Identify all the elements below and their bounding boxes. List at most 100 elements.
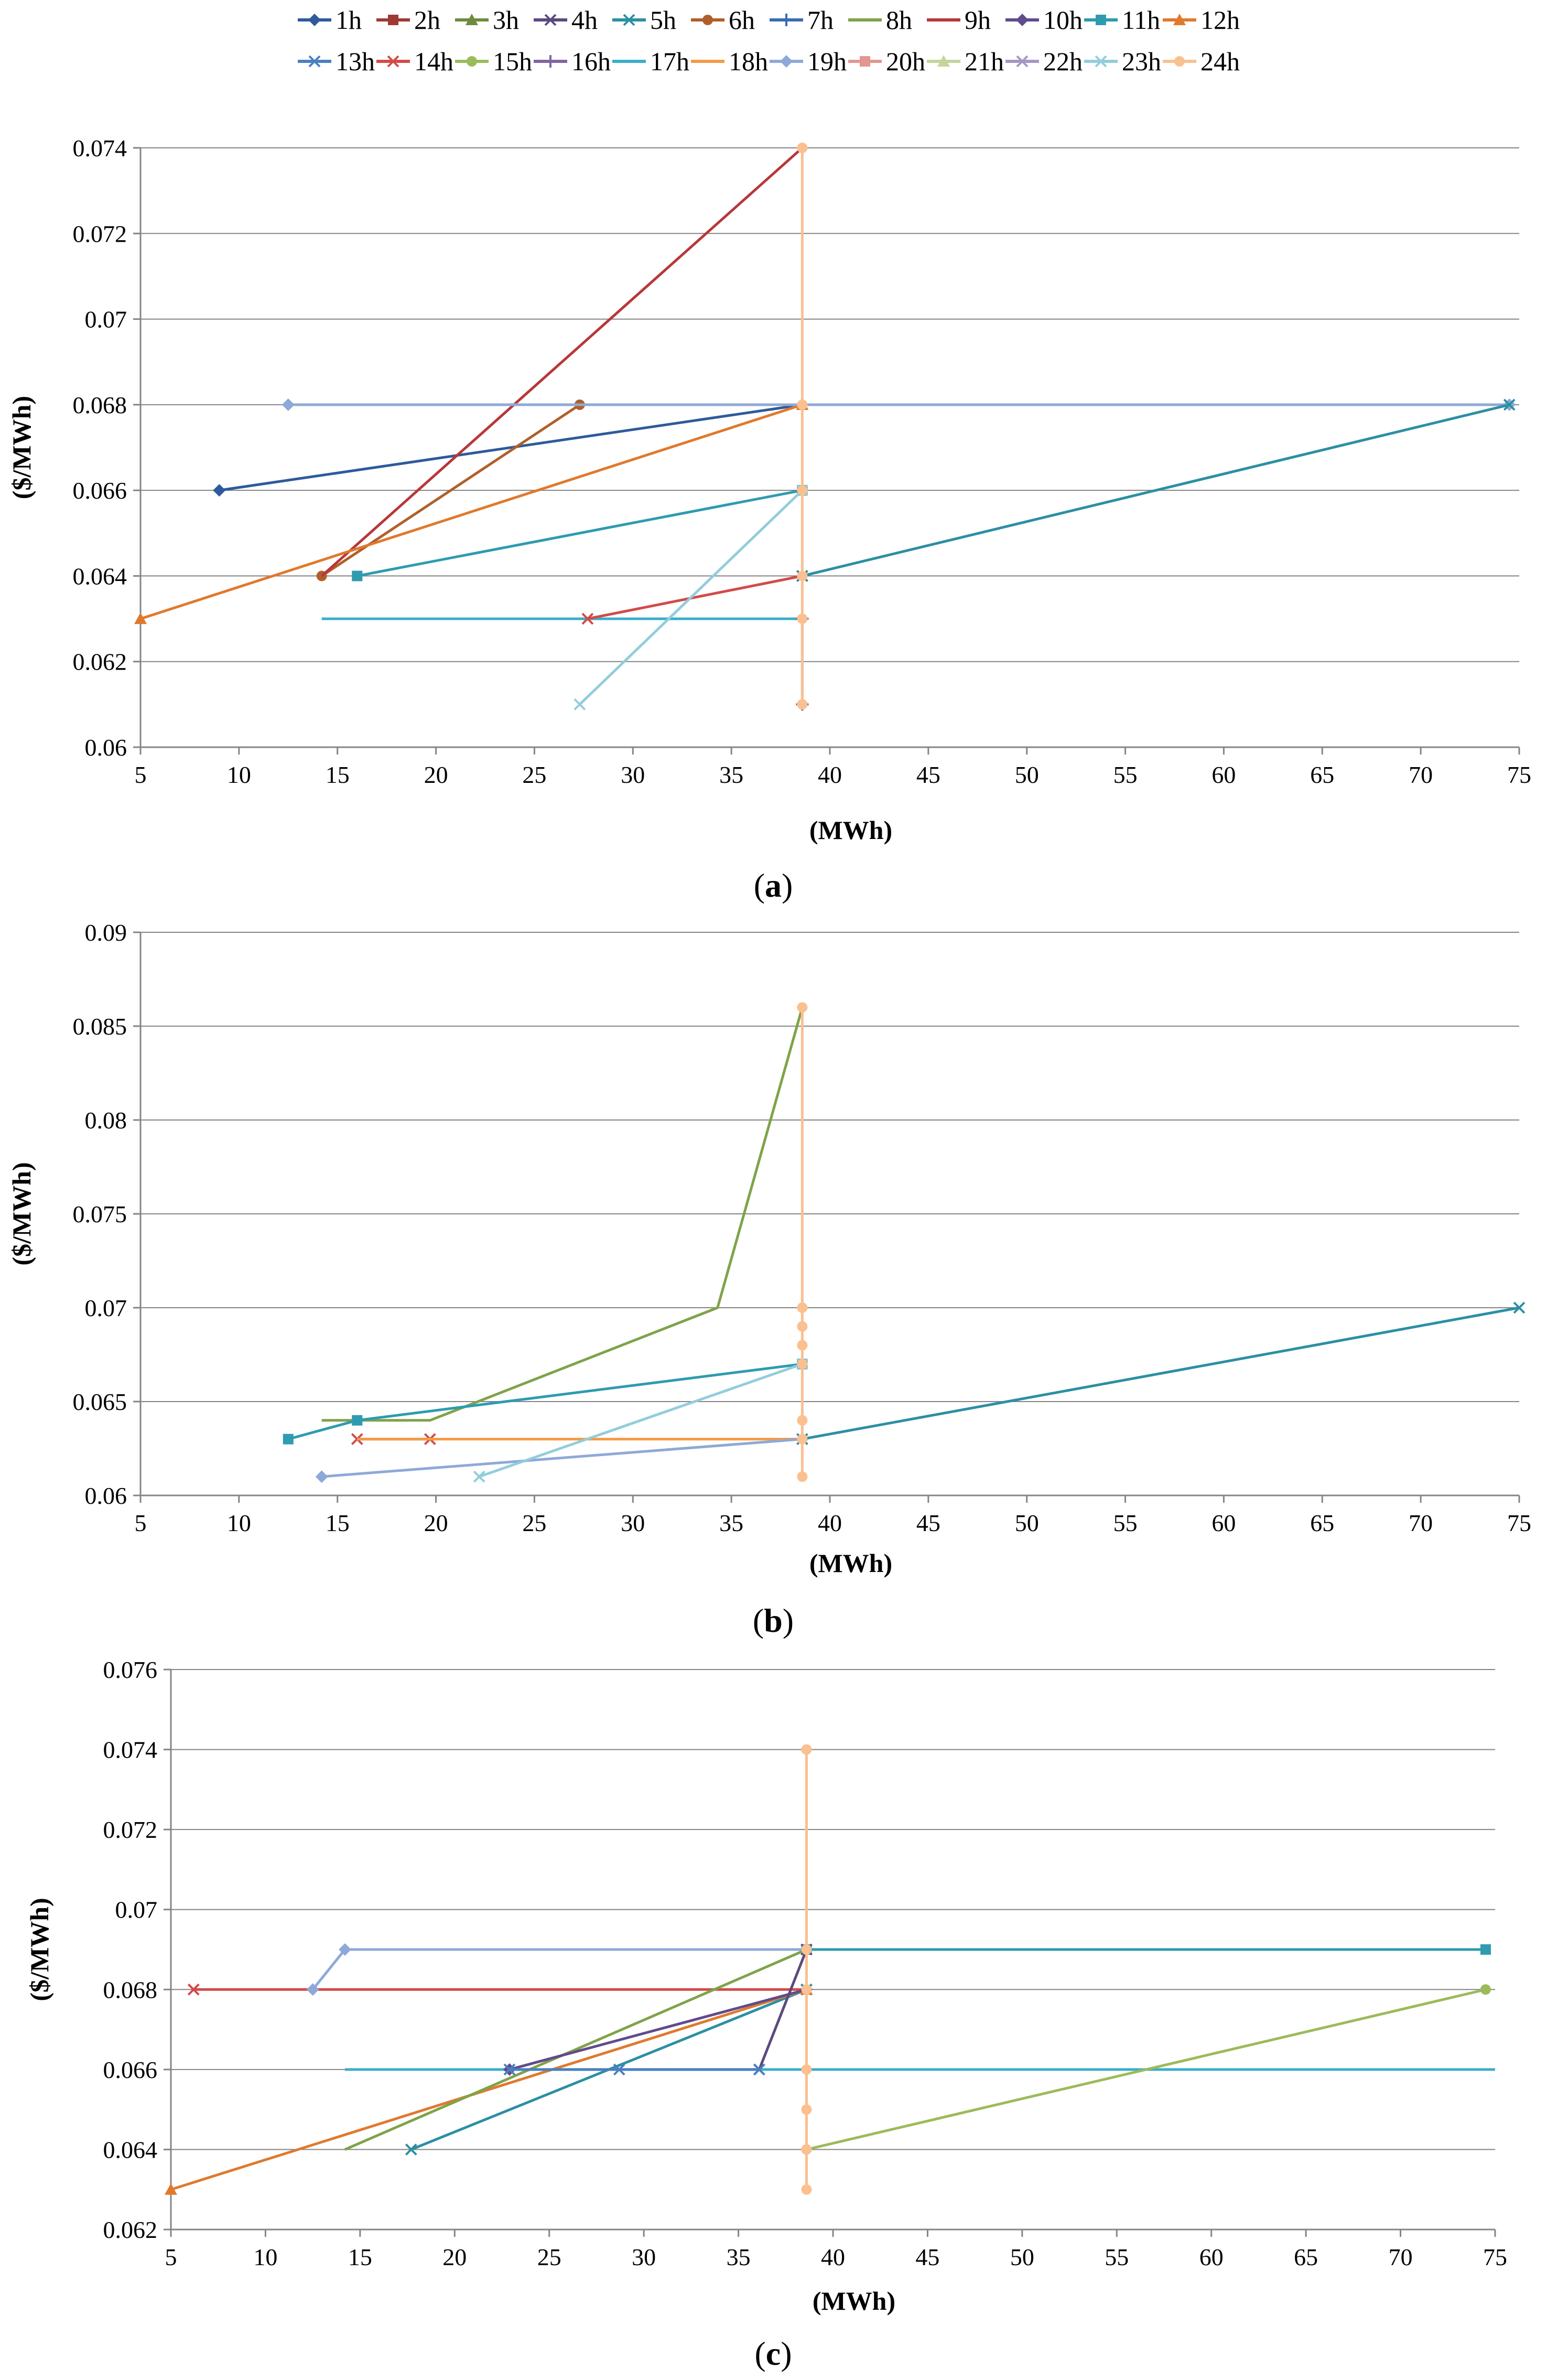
- series-24h: [797, 1002, 808, 1482]
- series-line: [356, 489, 803, 577]
- y-tick-label: 0.072: [73, 220, 127, 247]
- x-tick-label: 5: [135, 761, 147, 788]
- legend: 1h 2h 3h 4h 5h 6h 7h 8h 9h 10h 11h 12h 13h 14h 15h 16h 1…: [298, 5, 1240, 76]
- data-point: [473, 1470, 485, 1483]
- data-point: [797, 699, 808, 710]
- data-point: [801, 2144, 812, 2155]
- legend-entry-20h: 20h: [848, 47, 925, 76]
- data-point: [1480, 1984, 1491, 1995]
- x-tick-label: 5: [135, 1510, 147, 1536]
- legend-entry-15h: 15h: [455, 47, 532, 76]
- x-tick-label: 45: [916, 1510, 940, 1536]
- data-point: [797, 485, 808, 496]
- x-tick-label: 20: [442, 2244, 467, 2270]
- legend-entry-23h: 23h: [1084, 47, 1161, 76]
- x-tick-label: 35: [719, 761, 743, 788]
- y-tick-label: 0.07: [85, 1295, 127, 1321]
- x-tick-label: 70: [1389, 2244, 1413, 2270]
- x-tick-label: 40: [818, 761, 842, 788]
- x-tick-label: 55: [1113, 1510, 1138, 1536]
- x-tick-label: 35: [719, 1510, 743, 1536]
- y-tick-label: 0.06: [85, 1482, 127, 1509]
- legend-label: 8h: [886, 5, 912, 35]
- gridlines: [171, 1669, 1495, 2150]
- x-tick-label: 35: [727, 2244, 751, 2270]
- data-point: [797, 1415, 808, 1426]
- legend-entry-12h: 12h: [1163, 5, 1240, 35]
- legend-label: 19h: [807, 47, 847, 76]
- data-point: [797, 1002, 808, 1013]
- x-tick-label: 50: [1010, 2244, 1034, 2270]
- series-19h: [306, 1943, 813, 1996]
- series-4h: [753, 1943, 813, 2076]
- series-line: [321, 1438, 803, 1478]
- data-point: [283, 1434, 294, 1445]
- legend-entry-9h: 9h: [927, 5, 991, 35]
- legend-marker: [937, 55, 950, 67]
- x-tick-label: 50: [1015, 761, 1039, 788]
- data-point: [797, 1302, 808, 1313]
- series-line: [311, 1948, 807, 1990]
- legend-label: 22h: [1043, 47, 1083, 76]
- series-11h: [352, 485, 808, 581]
- legend-marker: [780, 55, 793, 68]
- legend-label: 6h: [729, 5, 755, 35]
- data-point: [338, 1943, 351, 1956]
- x-tick-label: 30: [632, 2244, 656, 2270]
- data-point: [187, 1983, 200, 1996]
- legend-label: 9h: [965, 5, 991, 35]
- data-point: [352, 570, 363, 581]
- x-tick-label: 65: [1294, 2244, 1318, 2270]
- legend-entry-17h: 17h: [612, 47, 689, 76]
- legend-label: 23h: [1122, 47, 1161, 76]
- y-axis-title: ($/MWh): [7, 1162, 36, 1265]
- legend-entry-10h: 10h: [1005, 5, 1083, 35]
- x-tick-label: 10: [253, 2244, 277, 2270]
- legend-marker: [1095, 55, 1107, 68]
- y-tick-label: 0.085: [73, 1013, 127, 1040]
- legend-entry-2h: 2h: [376, 5, 440, 35]
- legend-entry-13h: 13h: [298, 47, 375, 76]
- x-tick-label: 15: [326, 761, 350, 788]
- data-point: [797, 1434, 808, 1445]
- x-axis-title: (MWh): [813, 2286, 895, 2316]
- legend-label: 14h: [414, 47, 453, 76]
- x-tick-label: 10: [227, 761, 251, 788]
- series-5h: [796, 1301, 1526, 1446]
- legend-label: 10h: [1043, 5, 1083, 35]
- panel-label: (b): [753, 1602, 794, 1639]
- y-tick-label: 0.074: [103, 1737, 158, 1763]
- legend-entry-22h: 22h: [1005, 47, 1083, 76]
- x-tick-label: 20: [424, 761, 448, 788]
- legend-entry-21h: 21h: [927, 47, 1004, 76]
- series-line: [344, 1948, 807, 2151]
- y-tick-label: 0.09: [85, 919, 127, 946]
- legend-entry-8h: 8h: [848, 5, 912, 35]
- y-tick-label: 0.062: [73, 649, 127, 675]
- y-tick-label: 0.07: [85, 306, 127, 333]
- x-tick-label: 75: [1507, 761, 1531, 788]
- y-axis-title: ($/MWh): [7, 396, 36, 499]
- series-line: [509, 1988, 807, 2071]
- legend-entry-24h: 24h: [1163, 47, 1240, 76]
- data-point: [801, 2064, 812, 2075]
- legend-marker: [544, 55, 557, 68]
- series-line: [140, 403, 803, 620]
- data-point: [613, 2063, 625, 2076]
- chart-panel-2: 5 10 15 20 25 30 35 40 45 50 55 60 65 70 75 0.06 0.065 0.…: [7, 919, 1531, 1639]
- series-24h: [801, 1744, 812, 2195]
- data-point: [282, 398, 295, 411]
- x-tick-label: 45: [916, 761, 940, 788]
- data-point: [165, 2183, 177, 2195]
- gridlines: [140, 932, 1519, 1402]
- panel-label: (c): [754, 2335, 792, 2372]
- data-point: [1503, 399, 1516, 411]
- series-14h: [581, 570, 808, 625]
- legend-marker: [860, 56, 870, 67]
- x-tick-label: 75: [1507, 1510, 1531, 1536]
- legend-label: 17h: [650, 47, 689, 76]
- data-point: [801, 1744, 812, 1755]
- data-point: [797, 570, 808, 581]
- data-point: [503, 2063, 516, 2076]
- legend-entry-5h: 5h: [612, 5, 676, 35]
